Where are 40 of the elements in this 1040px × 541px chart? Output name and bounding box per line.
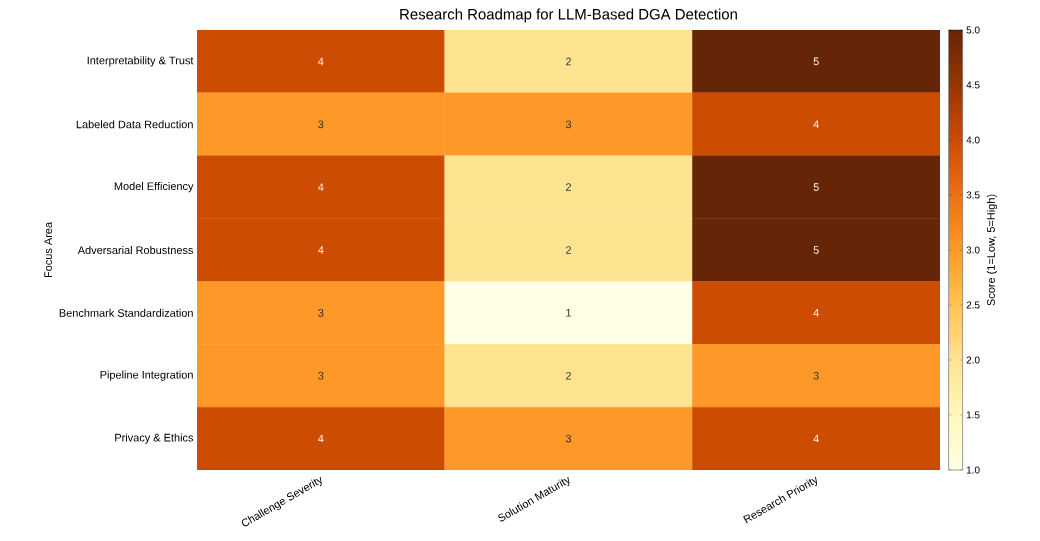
data-label: 4 bbox=[813, 434, 819, 443]
y-tick-label: Benchmark Standardization bbox=[59, 308, 193, 317]
data-label: 2 bbox=[566, 57, 572, 66]
color-bar-label: 2.5 bbox=[966, 301, 980, 309]
data-label: 3 bbox=[813, 371, 819, 380]
data-label: 2 bbox=[566, 246, 572, 254]
color-bar-label: 5.0 bbox=[966, 26, 980, 34]
data-label: 3 bbox=[318, 120, 324, 129]
chart-title: Research Roadmap for LLM-Based DGA Detection bbox=[400, 8, 737, 23]
y-tick-label: Labeled Data Reduction bbox=[76, 120, 193, 129]
data-label: 4 bbox=[318, 183, 324, 191]
data-label: 1 bbox=[566, 309, 572, 317]
color-bar-label: 1.5 bbox=[966, 411, 980, 419]
data-label: 4 bbox=[318, 246, 324, 254]
data-label: 2 bbox=[566, 371, 572, 380]
data-label: 3 bbox=[318, 308, 324, 317]
y-tick-label: Privacy & Ethics bbox=[115, 433, 194, 444]
color-bar-label: 3.0 bbox=[966, 246, 980, 254]
data-label: 2 bbox=[566, 183, 572, 191]
color-bar-label: 2.0 bbox=[966, 356, 980, 364]
color-bar-label: 4.0 bbox=[966, 136, 980, 144]
data-label: 4 bbox=[318, 57, 324, 66]
data-label: 5 bbox=[813, 183, 819, 191]
y-tick-label: Adversarial Robustness bbox=[77, 245, 194, 255]
y-tick-label: Model Efficiency bbox=[114, 182, 194, 193]
color-bar-label: 3.5 bbox=[966, 191, 980, 199]
data-label: 3 bbox=[565, 120, 572, 129]
y-tick-label: Interpretability & Trust bbox=[87, 56, 194, 67]
color-bar-title: Score (1=Low, 5=High) bbox=[986, 194, 998, 306]
data-label: 4 bbox=[813, 120, 819, 129]
color-bar-label: 4.5 bbox=[966, 81, 980, 89]
data-label: 5 bbox=[813, 246, 819, 254]
y-axis-title: Focus Area bbox=[44, 221, 53, 278]
data-label: 3 bbox=[318, 371, 324, 380]
color-bar-label: 1.0 bbox=[966, 466, 980, 474]
data-label: 5 bbox=[813, 57, 819, 66]
data-label: 4 bbox=[813, 309, 819, 317]
data-label: 4 bbox=[318, 434, 324, 443]
data-label: 3 bbox=[565, 434, 572, 443]
y-tick-label: Pipeline Integration bbox=[100, 370, 193, 381]
